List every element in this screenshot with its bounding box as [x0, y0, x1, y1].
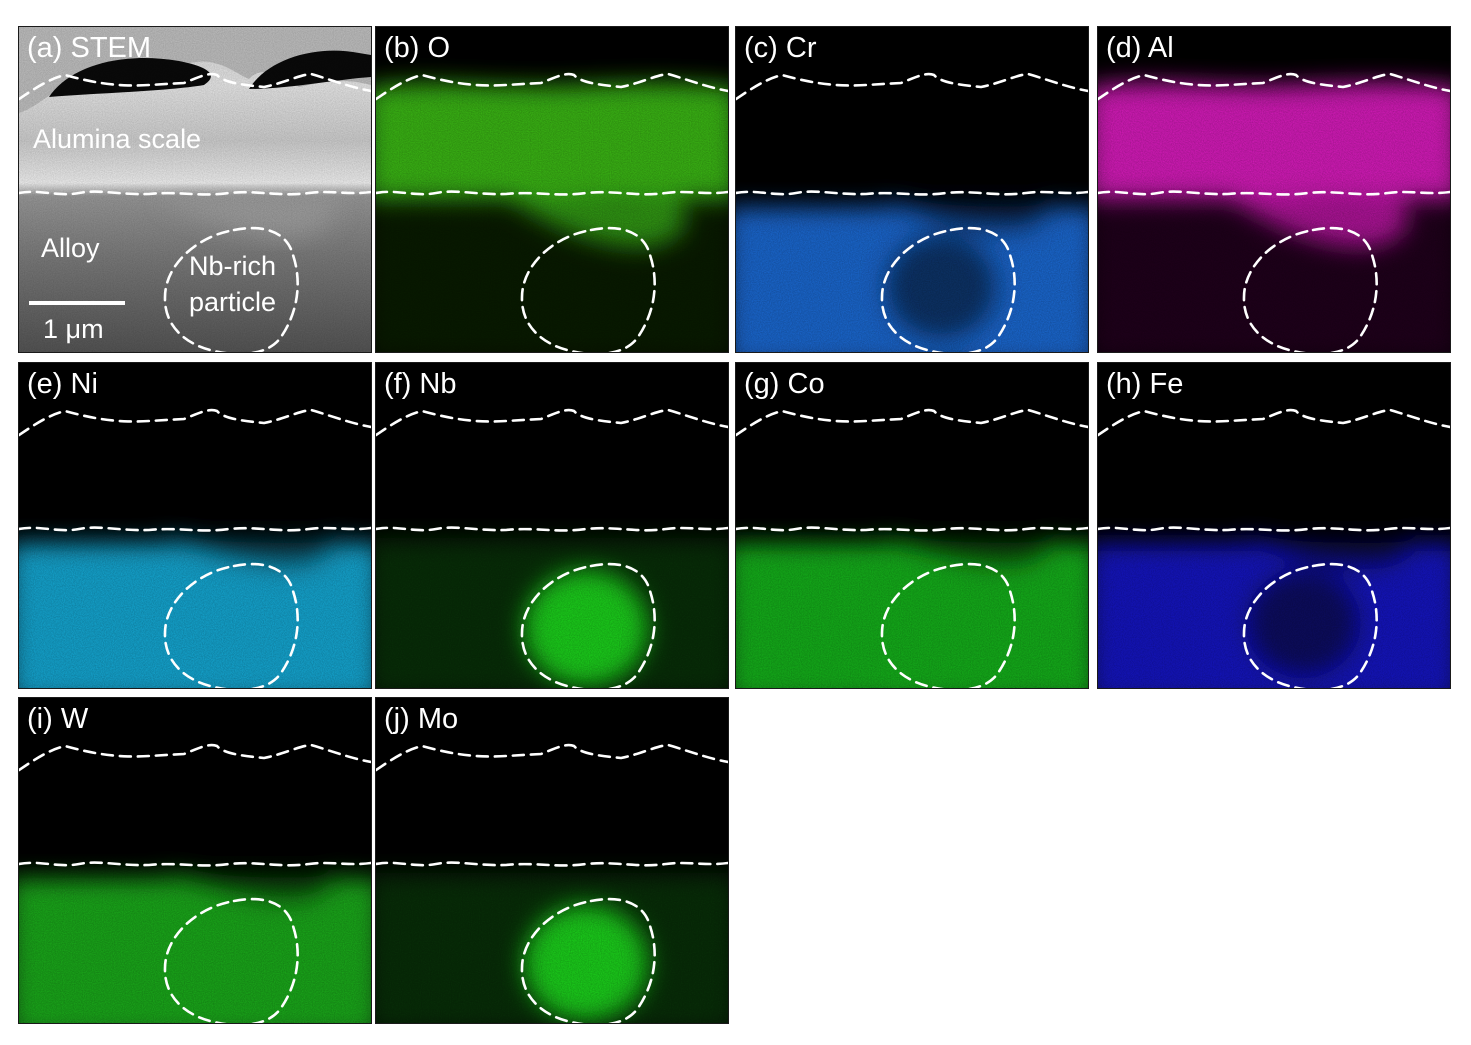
elemental-map-image: [376, 363, 728, 688]
panel-label: (i) W: [27, 703, 89, 735]
panel-label: (e) Ni: [27, 368, 98, 400]
eds-map-panel-fe: (h) Fe: [1097, 362, 1451, 689]
nb-particle-outline: [1242, 562, 1378, 688]
panel-label: (c) Cr: [744, 32, 817, 64]
eds-map-panel-mo: (j) Mo: [375, 697, 729, 1024]
nb-particle-label-line2: particle: [189, 287, 277, 317]
scale-alloy-interface: [736, 190, 1088, 196]
elemental-map-image: [376, 698, 728, 1023]
panel-label: (b) O: [384, 32, 451, 64]
elemental-map-image: [19, 363, 371, 688]
elemental-map-image: [1098, 363, 1450, 688]
nb-particle-outline: [520, 226, 656, 352]
panel-label: (h) Fe: [1106, 368, 1184, 400]
eds-map-panel-co: (g) Co: [735, 362, 1089, 689]
scale-surface-boundary: [736, 408, 1088, 437]
elemental-map-image: [19, 698, 371, 1023]
scale-surface-boundary: [19, 743, 371, 772]
nb-particle-outline: [1242, 226, 1378, 352]
scale-surface-boundary: [376, 743, 728, 772]
scale-alloy-interface: [19, 861, 371, 867]
scale-surface-boundary: [376, 72, 728, 101]
nb-particle-label-line1: Nb-rich: [189, 251, 277, 281]
scale-surface-boundary: [1098, 408, 1450, 437]
nb-particle-outline: [163, 562, 299, 688]
alumina-scale-label: Alumina scale: [33, 124, 202, 154]
scale-alloy-interface: [19, 526, 371, 532]
scale-alloy-interface: [1098, 526, 1450, 532]
scale-alloy-interface: [376, 190, 728, 196]
nb-particle-outline: [520, 562, 656, 688]
scale-bar: [29, 301, 125, 305]
elemental-map-image: [1098, 27, 1450, 352]
scale-surface-boundary: [376, 408, 728, 437]
elemental-map-image: [736, 363, 1088, 688]
nb-particle-outline: [163, 226, 299, 352]
scale-surface-boundary: [19, 72, 371, 101]
scale-surface-boundary: [1098, 72, 1450, 101]
eds-map-panel-al: (d) Al: [1097, 26, 1451, 353]
nb-particle-outline: [880, 562, 1016, 688]
scale-alloy-interface: [376, 861, 728, 867]
stem-image-panel: (a) STEM Alumina scale Alloy Nb-rich particl…: [18, 26, 372, 353]
eds-map-panel-ni: (e) Ni: [18, 362, 372, 689]
elemental-map-image: [736, 27, 1088, 352]
scale-alloy-interface: [1098, 190, 1450, 196]
panel-label: (g) Co: [744, 368, 825, 400]
scale-alloy-interface: [376, 526, 728, 532]
eds-map-panel-o: (b) O: [375, 26, 729, 353]
eds-map-panel-nb: (f) Nb: [375, 362, 729, 689]
scale-surface-boundary: [19, 408, 371, 437]
eds-map-panel-cr: (c) Cr: [735, 26, 1089, 353]
scale-alloy-interface: [736, 526, 1088, 532]
nb-particle-outline: [880, 226, 1016, 352]
panel-label: (a) STEM: [27, 32, 152, 64]
panel-label: (f) Nb: [384, 368, 457, 400]
stem-micrograph: [19, 27, 371, 352]
alloy-label: Alloy: [41, 233, 100, 263]
scale-surface-boundary: [736, 72, 1088, 101]
elemental-map-image: [376, 27, 728, 352]
scale-bar-label: 1 μm: [43, 314, 104, 344]
panel-label: (d) Al: [1106, 32, 1174, 64]
eds-map-panel-w: (i) W: [18, 697, 372, 1024]
scale-alloy-interface: [19, 190, 371, 196]
panel-label: (j) Mo: [384, 703, 459, 735]
nb-particle-outline: [163, 897, 299, 1023]
nb-particle-outline: [520, 897, 656, 1023]
